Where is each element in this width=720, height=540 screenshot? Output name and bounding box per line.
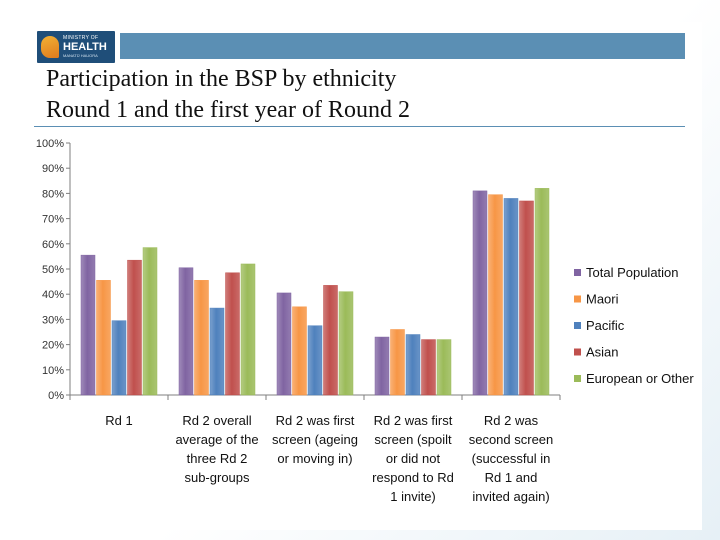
bar-european-or-other-4 <box>534 188 550 396</box>
y-tick-label: 30% <box>42 314 64 326</box>
y-tick-label: 10% <box>42 365 64 377</box>
bar-asian-3 <box>421 339 436 396</box>
title-underline <box>34 126 685 127</box>
category-label: Rd 1 <box>105 413 132 428</box>
bar-pacific-4 <box>503 198 519 396</box>
category-label: Rd 2 was <box>484 413 539 428</box>
category-label: Rd 2 was first <box>374 413 453 428</box>
y-tick-label: 60% <box>42 239 64 251</box>
logo-line-3: MANATŪ HAUORA <box>63 53 98 58</box>
logo-line-2: HEALTH <box>63 41 107 53</box>
ministry-logo: MINISTRY OF HEALTH MANATŪ HAUORA <box>37 31 115 63</box>
category-label: three Rd 2 <box>187 451 248 466</box>
bar-asian-1 <box>225 272 240 396</box>
category-label: sub-groups <box>184 470 250 485</box>
y-tick-label: 70% <box>42 214 64 226</box>
bar-maori-4 <box>488 194 503 396</box>
bar-pacific-3 <box>405 334 421 396</box>
category-label: Rd 2 overall <box>182 413 251 428</box>
bar-european-or-other-2 <box>338 291 354 396</box>
category-label: (successful in <box>472 451 551 466</box>
category-label: second screen <box>469 432 554 447</box>
legend-label: Total Population <box>586 265 679 280</box>
category-label: respond to Rd <box>372 470 454 485</box>
legend-label: Asian <box>586 345 619 360</box>
y-tick-label: 20% <box>42 340 64 352</box>
header-band <box>120 33 685 59</box>
category-labels: Rd 1 Rd 2 overall average of the three Rd 2… <box>105 413 553 504</box>
bar-total-population-3 <box>374 336 390 396</box>
bar-total-population-2 <box>276 292 292 396</box>
bar-pacific-2 <box>307 325 323 396</box>
logo-text: MINISTRY OF HEALTH MANATŪ HAUORA <box>63 36 107 58</box>
y-tick-label: 40% <box>42 289 64 301</box>
legend-label: Maori <box>586 292 619 307</box>
legend-swatch <box>574 269 581 276</box>
bar-maori-0 <box>96 280 111 396</box>
y-tick-label: 90% <box>42 163 64 175</box>
category-label: 1 invite) <box>390 489 436 504</box>
chart-bars <box>80 188 550 396</box>
bar-maori-3 <box>390 329 405 396</box>
bar-asian-4 <box>519 200 534 396</box>
slide-title-line-2: Round 1 and the first year of Round 2 <box>46 97 410 123</box>
legend-swatch <box>574 375 581 382</box>
y-tick-label: 0% <box>48 390 64 402</box>
chart-legend: Total Population Maori Pacific Asian Europea… <box>574 265 694 386</box>
bar-pacific-1 <box>209 307 225 396</box>
y-tick-label: 100% <box>36 138 64 150</box>
logo-line-1: MINISTRY OF <box>63 35 99 41</box>
bar-total-population-1 <box>178 267 194 396</box>
bar-asian-2 <box>323 285 338 396</box>
slide-title-line-1: Participation in the BSP by ethnicity <box>46 66 397 92</box>
bar-european-or-other-0 <box>142 247 158 396</box>
category-label: screen (spoilt <box>374 432 452 447</box>
bar-total-population-0 <box>80 254 96 396</box>
bar-maori-1 <box>194 280 209 396</box>
bar-maori-2 <box>292 306 307 396</box>
category-label: or moving in) <box>277 451 352 466</box>
category-label: Rd 1 and <box>485 470 538 485</box>
legend-label: European or Other <box>586 371 694 386</box>
bar-total-population-4 <box>472 190 488 396</box>
category-label: average of the <box>175 432 258 447</box>
category-label: or did not <box>386 451 441 466</box>
bar-european-or-other-1 <box>240 263 256 396</box>
bar-european-or-other-3 <box>436 339 452 396</box>
y-tick-label: 50% <box>42 264 64 276</box>
category-label: invited again) <box>472 489 549 504</box>
category-label: Rd 2 was first <box>276 413 355 428</box>
logo-koru-icon <box>41 36 59 58</box>
legend-swatch <box>574 295 581 303</box>
bar-asian-0 <box>127 259 142 396</box>
legend-swatch <box>574 348 581 356</box>
legend-label: Pacific <box>586 318 625 333</box>
bar-pacific-0 <box>111 320 127 396</box>
category-label: screen (ageing <box>272 432 358 447</box>
slide-title: Participation in the BSP by ethnicity Ro… <box>46 64 606 126</box>
y-tick-label: 80% <box>42 188 64 200</box>
legend-swatch <box>574 322 581 329</box>
